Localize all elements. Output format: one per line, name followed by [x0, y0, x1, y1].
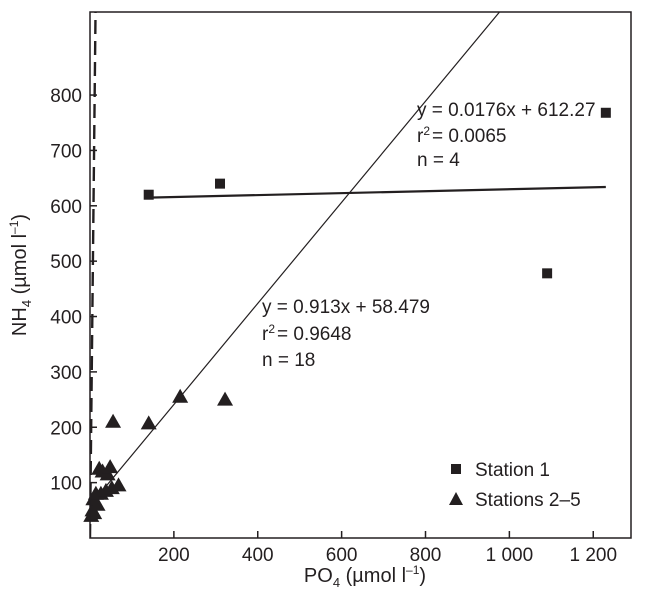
y-tick-label: 200 [50, 418, 82, 439]
point-stations-2-5 [140, 415, 157, 430]
legend-marker-station-1 [451, 464, 461, 474]
legend-label-stations-2-5: Stations 2–5 [475, 490, 581, 511]
point-station-1 [600, 107, 611, 118]
y-tick-label: 800 [50, 86, 82, 107]
stations2-5-fit-annotation: y = 0.913x + 58.479 r2 = 0.9648 n = 18 [262, 297, 430, 371]
point-station-1 [215, 178, 226, 189]
station1-fit [148, 185, 606, 199]
y-tick-label: 400 [50, 308, 82, 329]
legend-label-station-1: Station 1 [475, 460, 550, 481]
point-stations-2-5 [89, 496, 106, 511]
station1-equation: y = 0.0176x + 612.27 [417, 100, 596, 121]
point-stations-2-5 [102, 459, 119, 474]
point-stations-2-5 [172, 388, 189, 403]
x-tick-label: 200 [158, 545, 190, 566]
point-stations-2-5 [105, 413, 122, 428]
y-tick-label: 100 [50, 474, 82, 495]
dashed-line [90, 12, 97, 538]
y-tick-label: 700 [50, 141, 82, 162]
x-tick-label: 1 000 [486, 545, 534, 566]
y-axis-ticks: 100 200 300 400 500 600 700 800 [50, 86, 97, 495]
point-stations-2-5 [103, 480, 120, 495]
plot-frame [89, 11, 632, 539]
station1-n: n = 4 [417, 150, 460, 171]
x-axis-ticks: 200 400 600 800 1 000 1 200 [158, 531, 617, 566]
point-station-1 [143, 189, 154, 200]
y-tick-label: 600 [50, 197, 82, 218]
legend: Station 1 Stations 2–5 [449, 460, 581, 511]
y-tick-label: 300 [50, 363, 82, 384]
stations2-5-fit [90, 12, 501, 507]
x-tick-label: 1 200 [569, 545, 617, 566]
legend-marker-stations-2-5 [449, 492, 463, 505]
point-stations-2-5 [99, 466, 116, 481]
point-station-1 [542, 268, 553, 279]
y-tick-label: 500 [50, 252, 82, 273]
x-tick-label: 600 [326, 545, 358, 566]
stations2-5-r2: r2 = 0.9648 [262, 322, 352, 345]
stations2-5-equation: y = 0.913x + 58.479 [262, 297, 430, 318]
station1-fit-annotation: y = 0.0176x + 612.27 r2 = 0.0065 n = 4 [417, 100, 596, 171]
stations2-5-n: n = 18 [262, 350, 315, 371]
point-stations-2-5 [217, 391, 234, 406]
station1-r2: r2 = 0.0065 [417, 124, 507, 147]
x-axis-title: PO4 (µmol l–1) [304, 563, 426, 590]
y-axis-title: NH4 (µmol l–1) [7, 214, 34, 336]
x-tick-label: 400 [242, 545, 274, 566]
x-tick-label: 800 [410, 545, 442, 566]
data-points [83, 107, 611, 522]
